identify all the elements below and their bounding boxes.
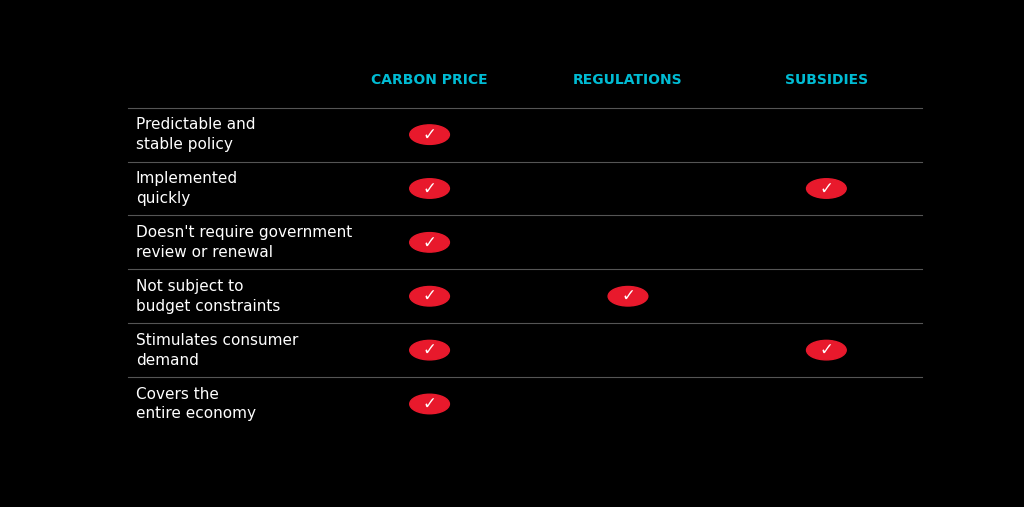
Circle shape [608, 286, 648, 306]
Text: REGULATIONS: REGULATIONS [573, 74, 683, 87]
Text: ✓: ✓ [423, 341, 436, 359]
Text: Doesn't require government
review or renewal: Doesn't require government review or ren… [136, 225, 352, 260]
Text: CARBON PRICE: CARBON PRICE [372, 74, 487, 87]
Circle shape [410, 179, 450, 198]
Text: Covers the
entire economy: Covers the entire economy [136, 387, 256, 421]
Text: Stimulates consumer
demand: Stimulates consumer demand [136, 333, 298, 368]
Text: Predictable and
stable policy: Predictable and stable policy [136, 117, 255, 152]
Circle shape [807, 340, 846, 360]
Text: Not subject to
budget constraints: Not subject to budget constraints [136, 279, 281, 314]
Text: ✓: ✓ [819, 179, 834, 198]
Text: ✓: ✓ [423, 395, 436, 413]
Text: SUBSIDIES: SUBSIDIES [784, 74, 868, 87]
Text: ✓: ✓ [819, 341, 834, 359]
Text: ✓: ✓ [423, 287, 436, 305]
Text: ✓: ✓ [423, 233, 436, 251]
Circle shape [410, 340, 450, 360]
Circle shape [410, 394, 450, 414]
Text: Implemented
quickly: Implemented quickly [136, 171, 238, 206]
Text: ✓: ✓ [423, 179, 436, 198]
Circle shape [807, 179, 846, 198]
Circle shape [410, 286, 450, 306]
Text: ✓: ✓ [423, 126, 436, 143]
Circle shape [410, 233, 450, 252]
Circle shape [410, 125, 450, 144]
Text: ✓: ✓ [621, 287, 635, 305]
